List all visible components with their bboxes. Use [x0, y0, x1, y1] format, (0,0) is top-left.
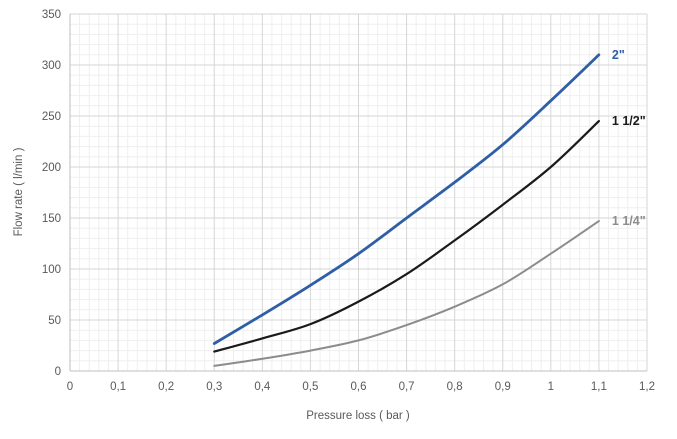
x-tick-label: 1,1: [591, 381, 607, 393]
x-tick-label: 0,3: [206, 381, 222, 393]
y-tick-label: 350: [42, 9, 61, 21]
series-line-0: [212, 53, 601, 345]
y-tick-label: 300: [42, 60, 61, 72]
series-end-labels: 2" 1 1/2" 1 1/4": [612, 48, 646, 228]
series-lines: [212, 53, 601, 367]
x-tick-label: 1: [548, 381, 554, 393]
x-tick-label: 1,2: [639, 381, 655, 393]
y-tick-label: 150: [42, 213, 61, 225]
y-tick-label: 100: [42, 264, 61, 276]
y-tick-label: 0: [55, 366, 61, 378]
x-tick-label: 0,8: [447, 381, 463, 393]
series-label-0: 2": [612, 48, 625, 62]
x-tick-label: 0,7: [399, 381, 415, 393]
x-tick-label: 0,5: [302, 381, 318, 393]
x-tick-label: 0,2: [158, 381, 174, 393]
series-line-1: [213, 120, 600, 353]
x-tick-label: 0: [67, 381, 73, 393]
x-axis-title: Pressure loss ( bar ): [306, 410, 410, 422]
y-axis-tick-labels: 0 50 100 150 200 250 300 350: [42, 9, 61, 378]
x-tick-label: 0,9: [495, 381, 511, 393]
axis-lines: [69, 14, 647, 372]
x-tick-label: 0,1: [110, 381, 126, 393]
series-label-2: 1 1/4": [612, 214, 646, 228]
x-tick-label: 0,4: [254, 381, 271, 393]
y-tick-label: 250: [42, 111, 61, 123]
y-tick-label: 200: [42, 162, 61, 174]
y-axis-title: Flow rate ( l/min ): [13, 147, 25, 236]
series-label-1: 1 1/2": [612, 114, 646, 128]
x-axis-tick-labels: 0 0,1 0,2 0,3 0,4 0,5 0,6 0,7 0,8 0,9 1 1,1 1,2: [67, 381, 655, 393]
y-tick-label: 50: [48, 315, 61, 327]
series-line-2: [213, 220, 600, 367]
x-tick-label: 0,6: [351, 381, 367, 393]
